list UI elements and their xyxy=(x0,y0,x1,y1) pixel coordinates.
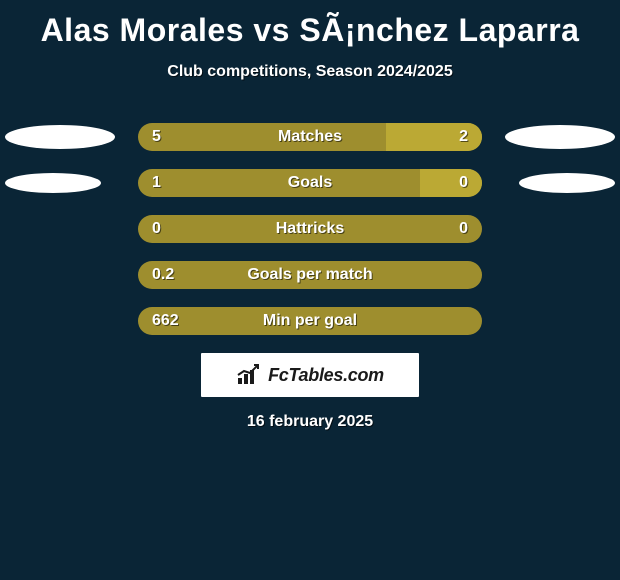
logo-text: FcTables.com xyxy=(268,365,384,386)
stat-bar-right-fill xyxy=(420,169,482,197)
stat-label: Min per goal xyxy=(138,307,482,335)
stat-row: 0Hattricks0 xyxy=(0,215,620,243)
stat-row: 662Min per goal xyxy=(0,307,620,335)
stats-container: 5Matches2 1Goals0 0Hattricks0 0.2Goals per … xyxy=(0,123,620,335)
stat-bar: 662Min per goal xyxy=(138,307,482,335)
stat-bar: 0Hattricks0 xyxy=(138,215,482,243)
logo-chart-icon xyxy=(236,364,262,386)
stat-bar-right-fill xyxy=(386,123,482,151)
subtitle: Club competitions, Season 2024/2025 xyxy=(0,63,620,81)
stat-label: Hattricks xyxy=(138,215,482,243)
player-ellipse-icon xyxy=(5,125,115,149)
player-ellipse-icon xyxy=(5,173,101,193)
fctables-logo: FcTables.com xyxy=(201,353,419,397)
stat-bar: 1Goals0 xyxy=(138,169,482,197)
stat-label: Goals per match xyxy=(138,261,482,289)
stat-value-left: 0 xyxy=(152,215,161,243)
stat-bar: 5Matches2 xyxy=(138,123,482,151)
stat-value-left: 1 xyxy=(152,169,161,197)
stat-value-left: 0.2 xyxy=(152,261,174,289)
page-title: Alas Morales vs SÃ¡nchez Laparra xyxy=(0,0,620,49)
stat-value-left: 662 xyxy=(152,307,179,335)
stat-value-right: 0 xyxy=(459,215,468,243)
stat-row: 5Matches2 xyxy=(0,123,620,151)
stat-bar: 0.2Goals per match xyxy=(138,261,482,289)
date-label: 16 february 2025 xyxy=(0,413,620,431)
player-ellipse-icon xyxy=(519,173,615,193)
stat-value-left: 5 xyxy=(152,123,161,151)
player-ellipse-icon xyxy=(505,125,615,149)
stat-row: 1Goals0 xyxy=(0,169,620,197)
stat-row: 0.2Goals per match xyxy=(0,261,620,289)
